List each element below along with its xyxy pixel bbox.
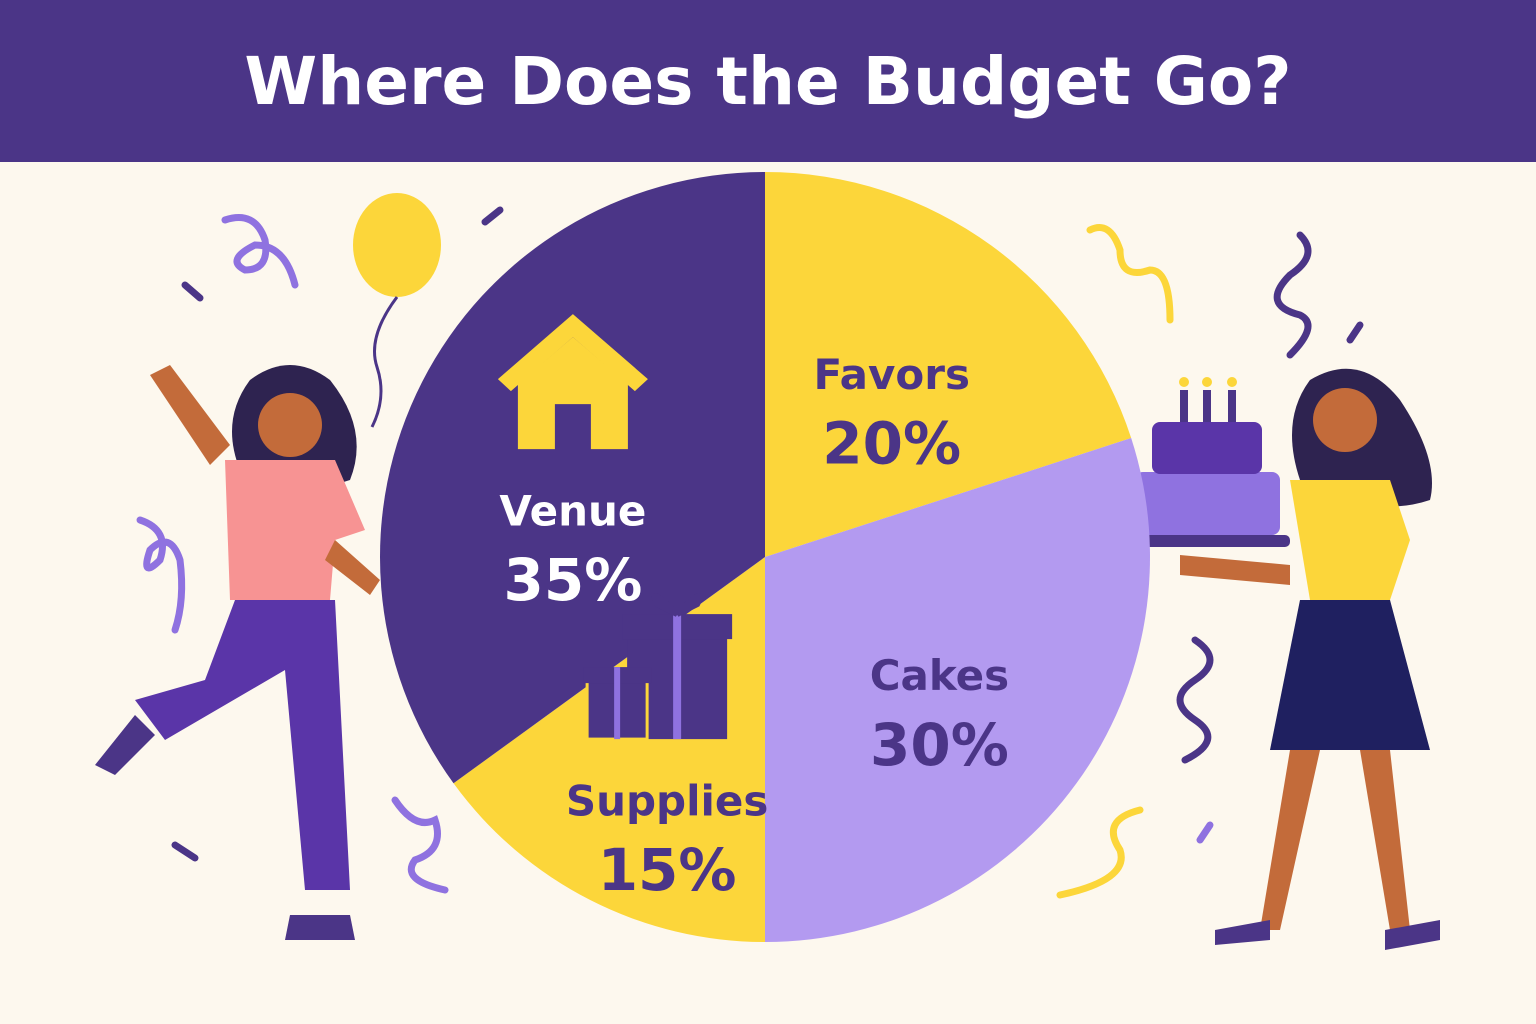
slice-label: Favors — [813, 350, 970, 399]
title-bar — [0, 0, 1536, 162]
pie-slice — [765, 172, 1132, 557]
confetti — [136, 206, 1364, 899]
slice-label: Supplies — [566, 777, 769, 826]
person-right — [1120, 368, 1440, 950]
pie-slice — [765, 438, 1150, 942]
balloon — [353, 193, 441, 428]
house-icon — [497, 314, 648, 450]
person-left — [95, 365, 380, 940]
value-label: 20% — [822, 410, 961, 478]
chart-title: Where Does the Budget Go? — [244, 43, 1291, 120]
pie: Favors 20% Cakes 30% Supplies 15% Venue 35% — [379, 172, 1150, 942]
gift-icon — [583, 593, 733, 741]
value-label: 35% — [503, 546, 642, 614]
slice-label: Venue — [499, 487, 646, 536]
slice-label: Cakes — [870, 651, 1009, 700]
value-label: 30% — [870, 711, 1009, 779]
pie-slice — [379, 172, 765, 784]
value-label: 15% — [598, 836, 737, 904]
